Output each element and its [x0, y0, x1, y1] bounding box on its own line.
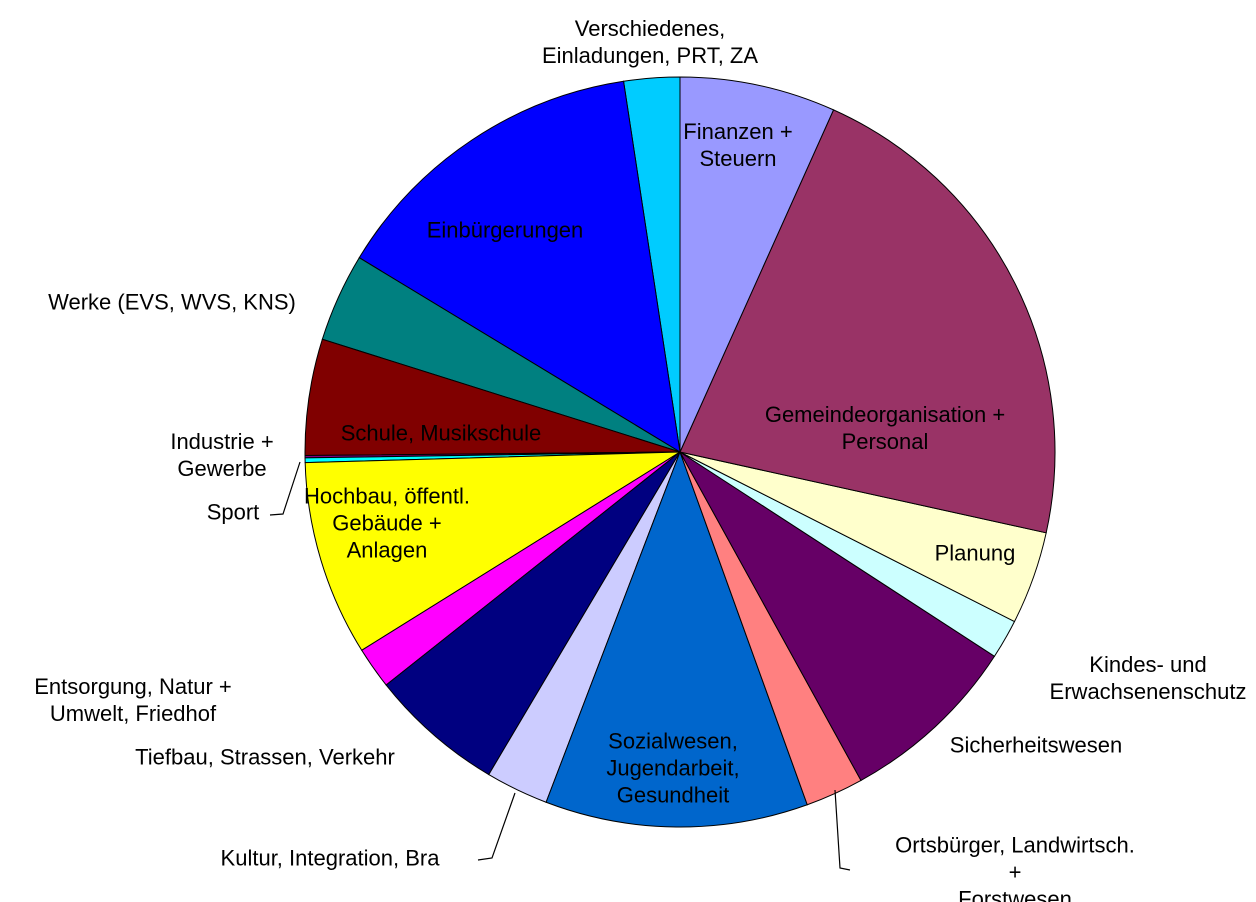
slice-label: Kultur, Integration, Bra: [220, 845, 440, 871]
slice-label: Schule, Musikschule: [340, 420, 542, 446]
slice-label: Planung: [934, 540, 1016, 566]
pie-slice: [358, 80, 681, 453]
pie-slice: [679, 76, 835, 453]
slice-label: Einbürgerungen: [426, 217, 584, 243]
pie-slice: [385, 451, 681, 776]
slice-label: Ortsbürger, Landwirtsch. + Forstwesen: [895, 832, 1135, 902]
slice-label: Hochbau, öffentl. Gebäude + Anlagen: [304, 483, 470, 563]
leader-line: [477, 792, 516, 861]
pie-slice: [679, 109, 1056, 534]
pie-slice: [304, 451, 682, 651]
slice-label: Verschiedenes, Einladungen, PRT, ZA: [541, 16, 759, 68]
slice-label: Kindes- und Erwachsenenschutz: [1049, 652, 1247, 704]
slice-label: Finanzen + Steuern: [683, 119, 793, 171]
slice-label: Sport: [206, 499, 260, 525]
slice-label: Sozialwesen, Jugendarbeit, Gesundheit: [606, 728, 740, 808]
leader-line: [269, 461, 301, 516]
slice-label: Tiefbau, Strassen, Verkehr: [135, 744, 395, 770]
leader-line: [834, 789, 851, 871]
pie-slice: [545, 450, 808, 828]
slice-label: Entsorgung, Natur + Umwelt, Friedhof: [34, 674, 232, 726]
slice-label: Werke (EVS, WVS, KNS): [48, 289, 296, 315]
pie-slice: [679, 451, 996, 782]
slice-label: Gemeindeorganisation + Personal: [764, 402, 1006, 454]
slice-label: Industrie + Gewerbe: [170, 429, 274, 481]
slice-label: Sicherheitswesen: [949, 732, 1123, 758]
